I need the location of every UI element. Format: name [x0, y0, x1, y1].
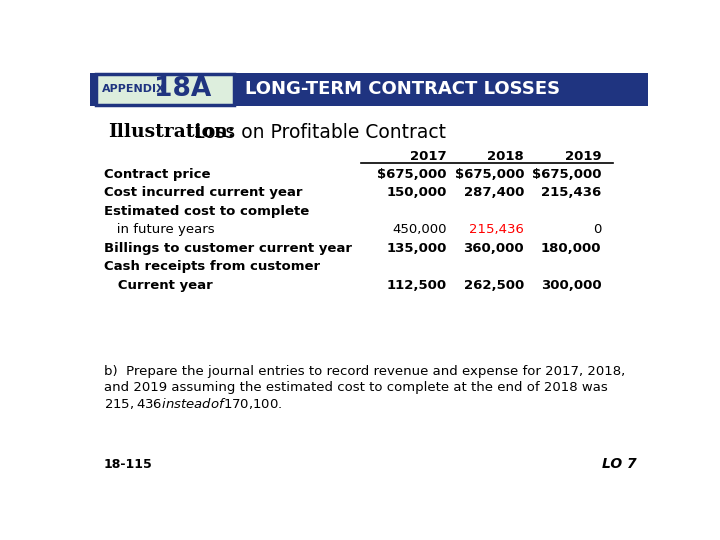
Text: 360,000: 360,000 — [464, 242, 524, 255]
Text: Current year: Current year — [104, 279, 212, 292]
Bar — [90, 72, 648, 106]
Text: LONG-TERM CONTRACT LOSSES: LONG-TERM CONTRACT LOSSES — [245, 80, 560, 98]
Text: APPENDIX: APPENDIX — [102, 84, 166, 94]
Text: and 2019 assuming the estimated cost to complete at the end of 2018 was: and 2019 assuming the estimated cost to … — [104, 381, 608, 394]
Text: Loss on Profitable Contract: Loss on Profitable Contract — [188, 123, 446, 141]
Text: Cash receipts from customer: Cash receipts from customer — [104, 260, 320, 273]
Text: LO 7: LO 7 — [602, 457, 636, 471]
Text: 215,436: 215,436 — [469, 224, 524, 237]
Text: Estimated cost to complete: Estimated cost to complete — [104, 205, 309, 218]
Text: 0: 0 — [593, 224, 601, 237]
Text: $215,436 instead of $170,100.: $215,436 instead of $170,100. — [104, 396, 282, 411]
Text: 262,500: 262,500 — [464, 279, 524, 292]
Text: $675,000: $675,000 — [454, 168, 524, 181]
Text: 135,000: 135,000 — [386, 242, 446, 255]
Text: 2019: 2019 — [565, 150, 601, 163]
Text: $675,000: $675,000 — [377, 168, 446, 181]
Text: Billings to customer current year: Billings to customer current year — [104, 242, 352, 255]
Text: Contract price: Contract price — [104, 168, 210, 181]
Text: 300,000: 300,000 — [541, 279, 601, 292]
Text: 2017: 2017 — [410, 150, 446, 163]
Text: b)  Prepare the journal entries to record revenue and expense for 2017, 2018,: b) Prepare the journal entries to record… — [104, 365, 625, 378]
Text: 450,000: 450,000 — [392, 224, 446, 237]
Text: 112,500: 112,500 — [387, 279, 446, 292]
Text: Illustration:: Illustration: — [108, 123, 235, 140]
Text: 18A: 18A — [154, 77, 212, 103]
Text: 180,000: 180,000 — [541, 242, 601, 255]
Text: 150,000: 150,000 — [386, 186, 446, 199]
Text: $675,000: $675,000 — [532, 168, 601, 181]
Text: 2018: 2018 — [487, 150, 524, 163]
Text: 215,436: 215,436 — [541, 186, 601, 199]
Text: in future years: in future years — [104, 224, 215, 237]
Text: 18-115: 18-115 — [104, 458, 153, 471]
Text: Cost incurred current year: Cost incurred current year — [104, 186, 302, 199]
Text: 287,400: 287,400 — [464, 186, 524, 199]
Bar — [96, 74, 234, 105]
